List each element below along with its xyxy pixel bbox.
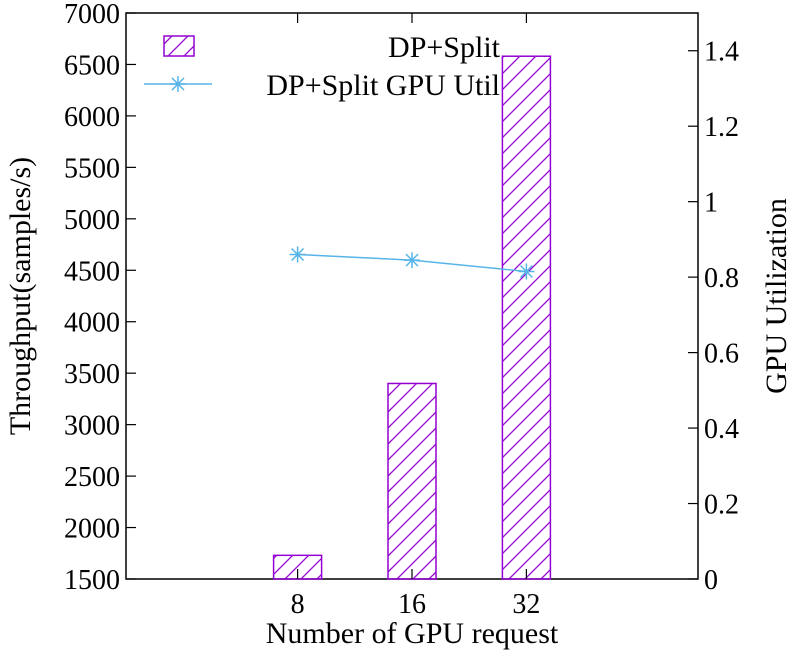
y2-tick-label: 0.8: [704, 263, 739, 294]
y2-tick-label: 1: [704, 188, 718, 219]
legend-swatch-bar: [163, 35, 195, 57]
y-tick-label: 6500: [64, 50, 120, 81]
y-tick-label: 6000: [64, 102, 120, 133]
gpu-util-point-8: [289, 246, 306, 263]
y2-tick-label: 0.6: [704, 339, 739, 370]
gpu-util-point-16: [404, 252, 420, 269]
y2-tick-label: 1.2: [704, 112, 739, 143]
x-axis: 8 16 32: [291, 13, 540, 620]
x-tick-label: 8: [291, 589, 305, 620]
gpu-util-line-group: [289, 246, 535, 280]
gpu-util-point-32: [518, 263, 535, 280]
x-tick-label: 16: [398, 589, 426, 620]
bars-group: [272, 55, 552, 580]
x-axis-label: Number of GPU request: [266, 617, 559, 650]
y-axis-right: 0 0.2 0.4 0.6 0.8 1 1.2 1.4: [688, 37, 739, 596]
y-tick-label: 2000: [64, 514, 120, 545]
y-tick-label: 2500: [64, 462, 120, 493]
y-tick-label: 5500: [64, 153, 120, 184]
legend: DP+Split DP+Split GPU Util: [144, 31, 501, 102]
y2-tick-label: 0: [704, 565, 718, 596]
bar-16: [387, 382, 437, 580]
y2-axis-label: GPU Utilization: [760, 198, 789, 394]
y2-tick-label: 0.4: [704, 414, 739, 445]
bar-32: [501, 55, 552, 580]
y-tick-label: 4500: [64, 256, 120, 287]
x-tick-label: 32: [512, 589, 540, 620]
legend-label-line: DP+Split GPU Util: [266, 69, 500, 102]
legend-asterisk-marker: [170, 76, 186, 92]
y2-tick-label: 1.4: [704, 37, 739, 68]
y-tick-label: 4000: [64, 308, 120, 339]
y-tick-label: 7000: [64, 0, 120, 30]
y-axis-label: Throughput(samples/s): [4, 157, 37, 435]
y-tick-label: 1500: [64, 565, 120, 596]
y-tick-label: 3500: [64, 359, 120, 390]
legend-label-bar: DP+Split: [388, 31, 501, 64]
y-tick-label: 3000: [64, 411, 120, 442]
y-tick-label: 5000: [64, 205, 120, 236]
y2-tick-label: 0.2: [704, 490, 739, 521]
y-axis-left: 1500 2000 2500 3000 3500 4000 4500 5000 5500 6000…: [64, 0, 136, 596]
